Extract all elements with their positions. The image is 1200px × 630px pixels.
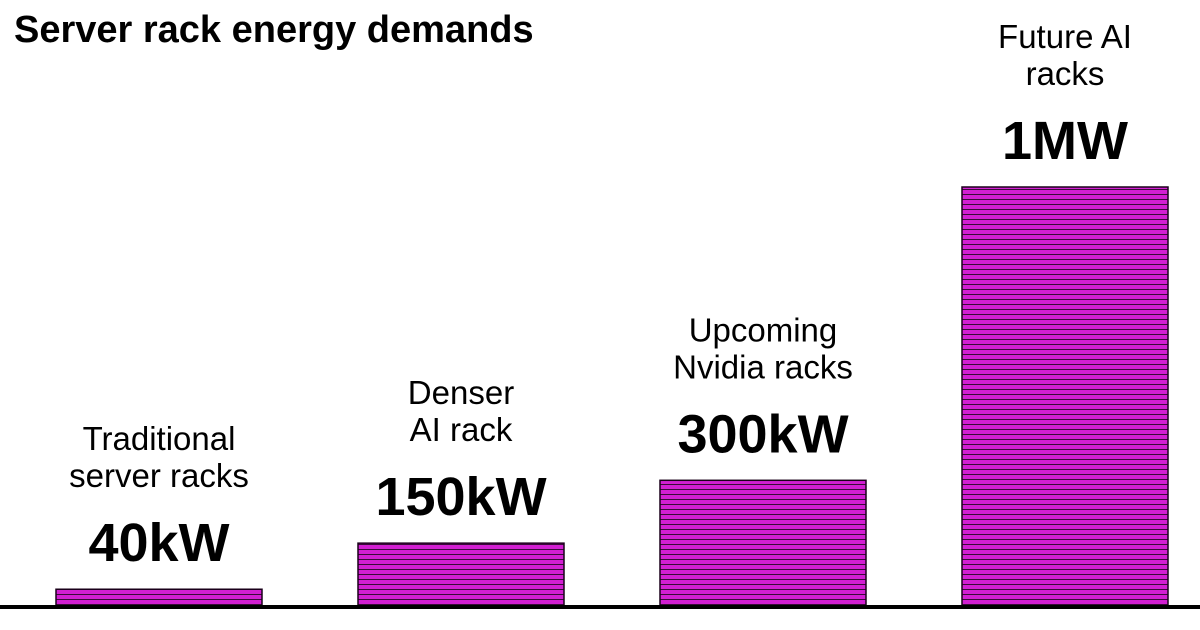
category-label-3-line-1: racks bbox=[1026, 55, 1105, 92]
category-label-1-line-0: Denser bbox=[408, 374, 514, 411]
value-label-2: 300kW bbox=[677, 404, 848, 464]
category-label-0-line-1: server racks bbox=[69, 457, 249, 494]
value-label-1: 150kW bbox=[375, 467, 546, 527]
bar-2 bbox=[659, 479, 867, 607]
value-label-0: 40kW bbox=[88, 513, 229, 573]
bar-0 bbox=[55, 588, 263, 607]
bar-1 bbox=[357, 542, 565, 607]
bars-group bbox=[55, 186, 1169, 607]
chart-title: Server rack energy demands bbox=[14, 9, 534, 51]
category-label-1-line-1: AI rack bbox=[410, 411, 513, 448]
category-label-2-line-0: Upcoming bbox=[689, 311, 838, 348]
value-label-3: 1MW bbox=[1002, 111, 1128, 171]
category-label-2-line-1: Nvidia racks bbox=[673, 348, 853, 385]
category-label-3-line-0: Future AI bbox=[998, 18, 1132, 55]
category-label-0-line-0: Traditional bbox=[83, 420, 236, 457]
bar-3 bbox=[961, 186, 1169, 607]
